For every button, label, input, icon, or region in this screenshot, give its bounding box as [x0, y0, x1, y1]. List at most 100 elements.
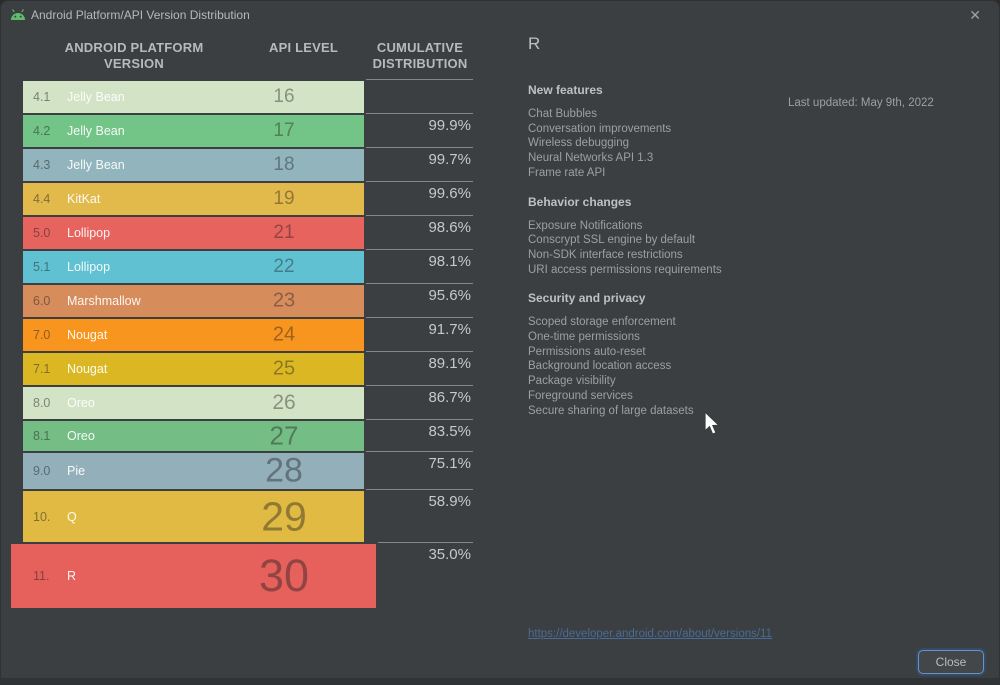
- cumulative-separator-line: [366, 181, 473, 182]
- cumulative-separator-line: [366, 351, 473, 352]
- row-codename-label: Nougat: [67, 362, 108, 376]
- row-api-level: 19: [273, 188, 295, 209]
- row-codename-label: Jelly Bean: [67, 158, 125, 172]
- distribution-row-r-30[interactable]: 11. R 30: [11, 544, 376, 608]
- cumulative-separator-line: [366, 451, 473, 452]
- row-codename-label: Nougat: [67, 328, 108, 342]
- window-bottom-edge: [1, 678, 999, 684]
- window-title: Android Platform/API Version Distributio…: [31, 8, 250, 22]
- row-codename-label: Lollipop: [67, 260, 111, 274]
- section-item: Permissions auto-reset: [528, 345, 646, 358]
- android-icon: [11, 9, 25, 20]
- section-item: Frame rate API: [528, 166, 606, 179]
- cumulative-percent-label: 89.1%: [428, 355, 471, 372]
- cumulative-separator-line: [366, 113, 473, 114]
- section-item: Package visibility: [528, 375, 616, 388]
- section-item: Background location access: [528, 360, 672, 373]
- distribution-row-jelly-bean-16[interactable]: 4.1 Jelly Bean 16: [23, 81, 364, 113]
- cumulative-separator-line: [366, 79, 473, 80]
- cumulative-separator-line: [366, 489, 473, 490]
- row-codename-label: Jelly Bean: [67, 90, 125, 104]
- distribution-row-pie-28[interactable]: 9.0 Pie 28: [23, 451, 364, 490]
- distribution-row-oreo-26[interactable]: 8.0 Oreo 26: [23, 387, 364, 419]
- header-cumulative-distribution: CUMULATIVE DISTRIBUTION: [372, 40, 468, 71]
- distribution-row-nougat-24[interactable]: 7.0 Nougat 24: [23, 319, 364, 351]
- row-api-level: 24: [272, 323, 296, 346]
- row-version-label: 5.1: [33, 260, 51, 274]
- distribution-row-nougat-25[interactable]: 7.1 Nougat 25: [23, 353, 364, 385]
- distribution-row-jelly-bean-18[interactable]: 4.3 Jelly Bean 18: [23, 149, 364, 181]
- distribution-row-jelly-bean-17[interactable]: 4.2 Jelly Bean 17: [23, 115, 364, 147]
- distribution-rows: 4.1 Jelly Bean 16 4.2 Jelly Bean 17 4.3 Jelly B…: [1, 1, 501, 684]
- row-codename-label: KitKat: [67, 192, 101, 206]
- distribution-row-marshmallow-23[interactable]: 6.0 Marshmallow 23: [23, 285, 364, 317]
- cumulative-separator-line: [366, 283, 473, 284]
- row-api-level: 21: [273, 222, 295, 243]
- close-button[interactable]: Close: [918, 650, 984, 674]
- distribution-row-lollipop-22[interactable]: 5.1 Lollipop 22: [23, 251, 364, 283]
- developer-link[interactable]: https://developer.android.com/about/vers…: [528, 628, 772, 640]
- row-api-level: 18: [273, 154, 295, 175]
- cumulative-separator-line: [366, 147, 473, 148]
- section-item: Non-SDK interface restrictions: [528, 248, 683, 261]
- row-api-level: 28: [265, 451, 303, 490]
- row-version-label: 7.0: [33, 328, 51, 342]
- row-api-level: 25: [272, 357, 296, 380]
- row-version-label: 8.1: [33, 429, 51, 443]
- row-version-label: 4.3: [33, 158, 51, 172]
- section-item: Conscrypt SSL engine by default: [528, 234, 696, 247]
- row-api-level: 23: [272, 289, 296, 312]
- cumulative-separator-line: [378, 542, 473, 543]
- row-codename-label: Jelly Bean: [67, 124, 125, 138]
- cumulative-percent-label: 95.6%: [428, 287, 471, 304]
- cumulative-percent-label: 99.9%: [428, 117, 471, 134]
- header-platform-version: ANDROID PLATFORM VERSION: [64, 40, 204, 71]
- row-version-label: 8.0: [33, 396, 51, 410]
- row-codename-label: Q: [67, 509, 77, 524]
- distribution-row-q-29[interactable]: 10. Q 29: [23, 491, 364, 542]
- row-codename-label: Oreo: [67, 396, 95, 410]
- section-item: Neural Networks API 1.3: [528, 152, 654, 165]
- cumulative-separator-line: [366, 249, 473, 250]
- row-version-label: 4.1: [33, 90, 51, 104]
- row-codename-label: Pie: [67, 464, 86, 478]
- cumulative-percent-label: 75.1%: [428, 455, 471, 472]
- row-api-level: 17: [273, 120, 295, 141]
- distribution-row-kitkat-19[interactable]: 4.4 KitKat 19: [23, 183, 364, 215]
- section-item: Exposure Notifications: [528, 219, 643, 232]
- cumulative-percent-label: 58.9%: [428, 493, 471, 510]
- last-updated-label: Last updated: May 9th, 2022: [788, 97, 934, 109]
- section-heading: Security and privacy: [528, 291, 646, 306]
- cumulative-separator-line: [366, 385, 473, 386]
- close-icon[interactable]: ✕: [969, 7, 981, 23]
- distribution-row-lollipop-21[interactable]: 5.0 Lollipop 21: [23, 217, 364, 249]
- cumulative-percent-label: 99.7%: [428, 151, 471, 168]
- distribution-row-oreo-27[interactable]: 8.1 Oreo 27: [23, 421, 364, 451]
- row-codename-label: Oreo: [67, 429, 95, 443]
- cumulative-percent-label: 99.6%: [428, 185, 471, 202]
- row-api-level: 26: [272, 391, 296, 414]
- cumulative-percent-label: 86.7%: [428, 389, 471, 406]
- section-item: Chat Bubbles: [528, 108, 598, 120]
- row-api-level: 27: [269, 420, 299, 451]
- cumulative-percent-label: 83.5%: [428, 423, 471, 440]
- cumulative-percent-label: 91.7%: [428, 321, 471, 338]
- row-api-level: 29: [261, 493, 307, 539]
- section-item: One-time permissions: [528, 331, 640, 344]
- row-codename-label: R: [67, 569, 77, 583]
- row-version-label: 7.1: [33, 362, 51, 376]
- cumulative-separator-line: [366, 317, 473, 318]
- row-api-level: 16: [273, 86, 295, 107]
- row-version-label: 9.0: [33, 464, 51, 478]
- row-version-label: 6.0: [33, 294, 51, 308]
- section-heading: New features: [528, 83, 603, 97]
- cumulative-separator-line: [366, 215, 473, 216]
- section-item: Wireless debugging: [528, 137, 630, 150]
- row-version-label: 4.2: [33, 124, 51, 138]
- section-item: Scoped storage enforcement: [528, 316, 676, 329]
- details-sections: New features Chat Bubbles Conversation imp…: [528, 69, 778, 418]
- cumulative-separator-line: [366, 419, 473, 420]
- row-api-level: 22: [273, 256, 295, 277]
- cumulative-percent-label: 98.1%: [428, 253, 471, 270]
